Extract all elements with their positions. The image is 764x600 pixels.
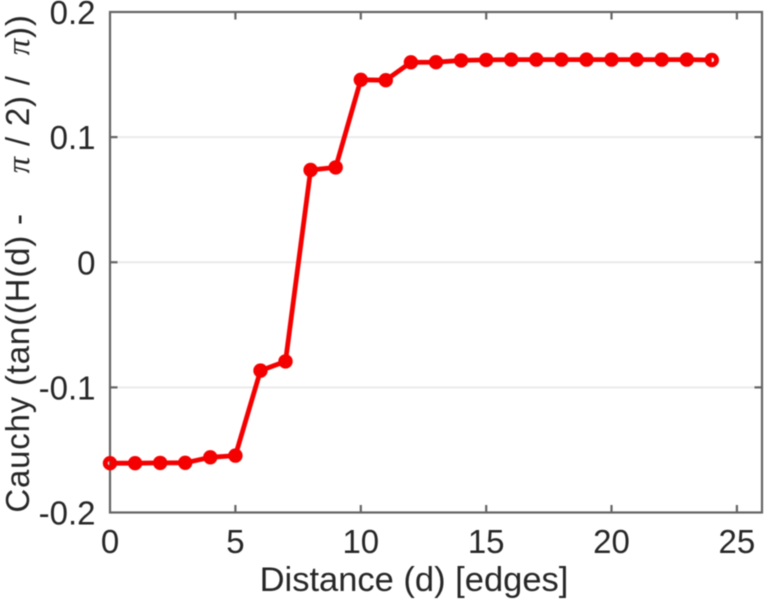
svg-text:5: 5: [226, 523, 244, 560]
svg-text:-0.1: -0.1: [39, 369, 96, 406]
svg-text:0: 0: [77, 244, 95, 281]
svg-text:0.1: 0.1: [50, 119, 96, 156]
svg-text:Cauchy (tan((H(d) - π / 2): Cauchy (tan((H(d) - π / 2) / π)): [0, 14, 37, 512]
svg-text:-0.2: -0.2: [39, 495, 96, 532]
svg-text:10: 10: [342, 523, 379, 560]
svg-text:20: 20: [593, 523, 630, 560]
svg-text:0.2: 0.2: [50, 0, 96, 31]
svg-text:25: 25: [719, 523, 756, 560]
svg-text:Distance (d) [edges]: Distance (d) [edges]: [260, 561, 569, 599]
svg-text:0: 0: [101, 523, 119, 560]
svg-text:15: 15: [468, 523, 505, 560]
